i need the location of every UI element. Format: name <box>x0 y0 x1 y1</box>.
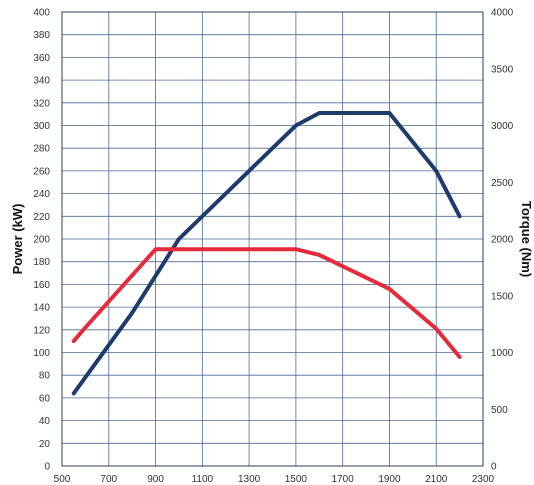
power-series-line <box>71 247 462 359</box>
x-tick-label: 1500 <box>285 474 308 485</box>
y-left-tick-label: 380 <box>33 30 50 41</box>
y-right-tick-labels: 0 500 1000 1500 2000 2500 3000 3500 4000 <box>491 8 514 473</box>
y-right-tick-label: 500 <box>491 405 508 416</box>
y-left-tick-label: 300 <box>33 121 50 132</box>
y-left-tick-labels: 0 20 40 60 80 100 120 140 160 180 200 220 240 260 280 3… <box>33 8 50 473</box>
y-left-tick-label: 260 <box>33 166 50 177</box>
x-tick-label: 700 <box>100 474 117 485</box>
x-tick-label: 2300 <box>472 474 495 485</box>
y-left-tick-label: 320 <box>33 98 50 109</box>
y-right-tick-label: 0 <box>491 462 497 473</box>
x-tick-label: 1100 <box>192 474 214 485</box>
y-right-tick-label: 3500 <box>491 64 514 75</box>
gridlines <box>61 11 484 467</box>
y-left-tick-label: 240 <box>33 189 50 200</box>
y-right-tick-label: 2000 <box>491 235 514 246</box>
y-left-tick-label: 160 <box>33 280 50 291</box>
y-right-axis-title: Torque (Nm) <box>519 201 534 277</box>
y-left-tick-label: 140 <box>33 303 50 314</box>
x-tick-label: 900 <box>147 474 164 485</box>
y-left-tick-label: 220 <box>33 212 50 223</box>
plot-frame <box>61 11 484 467</box>
y-left-tick-label: 80 <box>39 371 51 382</box>
y-right-tick-label: 4000 <box>491 8 514 19</box>
y-left-tick-label: 400 <box>33 8 50 19</box>
y-left-tick-label: 20 <box>39 439 51 450</box>
x-tick-label: 1300 <box>238 474 261 485</box>
y-right-tick-label: 3000 <box>491 121 514 132</box>
y-left-tick-label: 100 <box>33 348 50 359</box>
y-left-axis-title: Power (kW) <box>10 204 25 275</box>
x-tick-labels: 500 700 900 1100 1300 1500 1700 1900 2100 2300 <box>54 474 495 485</box>
y-left-tick-label: 360 <box>33 53 50 64</box>
y-left-tick-label: 0 <box>44 462 50 473</box>
y-left-tick-label: 120 <box>33 325 50 336</box>
x-tick-label: 500 <box>54 474 71 485</box>
y-left-tick-label: 340 <box>33 76 50 87</box>
series-lines <box>71 111 462 396</box>
x-tick-label: 1700 <box>332 474 355 485</box>
y-left-tick-label: 200 <box>33 235 50 246</box>
y-left-tick-label: 40 <box>39 416 51 427</box>
y-left-tick-label: 60 <box>39 393 51 404</box>
y-right-tick-label: 1000 <box>491 348 514 359</box>
x-tick-label: 1900 <box>378 474 401 485</box>
torque-series-line <box>71 111 462 396</box>
y-right-tick-label: 1500 <box>491 291 514 302</box>
y-right-tick-label: 2500 <box>491 178 514 189</box>
x-tick-label: 2100 <box>425 474 448 485</box>
y-left-tick-label: 180 <box>33 257 50 268</box>
y-left-tick-label: 280 <box>33 144 50 155</box>
